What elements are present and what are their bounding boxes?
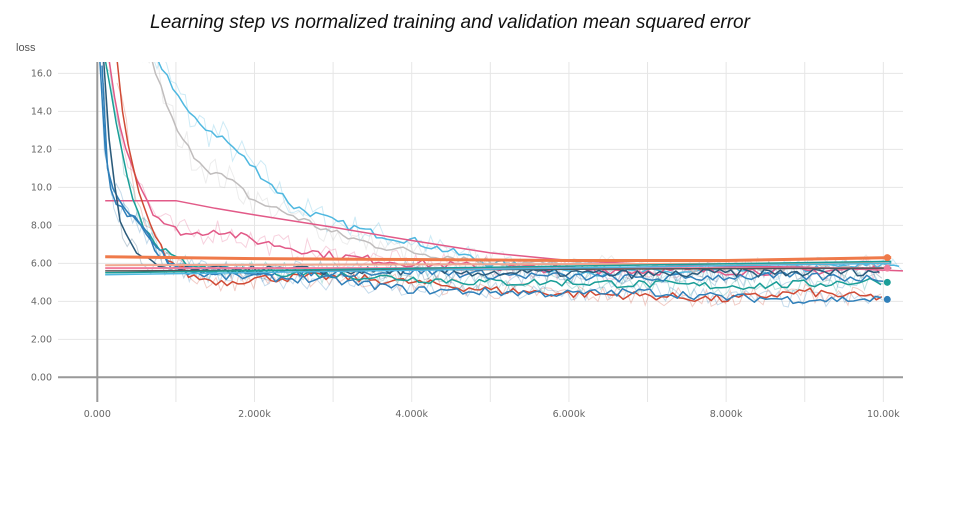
y-axis-label: loss [16, 42, 36, 54]
series-line [108, 62, 880, 276]
y-tick-label: 4.00 [31, 296, 52, 307]
raw-series-trace [109, 62, 884, 283]
series-line [105, 199, 903, 272]
x-tick-label: 8.000k [710, 409, 743, 420]
series-line [105, 262, 892, 276]
y-tick-label: 6.00 [31, 258, 52, 269]
series-line [105, 255, 892, 262]
smoothed-series-lines [99, 62, 903, 305]
y-tick-label: 8.00 [31, 220, 52, 231]
y-tick-label: 10.0 [31, 182, 52, 193]
raw-series-trace [104, 67, 884, 297]
x-tick-label: 6.000k [553, 409, 586, 420]
x-tick-label: 10.00k [867, 409, 900, 420]
y-tick-label: 2.00 [31, 334, 52, 345]
y-tick-label: 0.00 [31, 372, 52, 383]
x-tick-label: 0.000 [84, 409, 111, 420]
series-line [116, 62, 883, 303]
x-tick-label: 2.000k [238, 409, 271, 420]
x-tick-label: 4.000k [395, 409, 428, 420]
y-tick-label: 12.0 [31, 144, 52, 155]
axes [58, 62, 903, 402]
raw-series-trace [142, 62, 903, 285]
tick-labels: 0.00 2.00 4.00 6.00 8.00 10.0 12.0 14.0 16.0 0.00… [31, 68, 900, 420]
grid-lines [58, 62, 903, 402]
series-end-marker [883, 254, 891, 262]
series-end-marker [883, 278, 891, 286]
y-tick-label: 14.0 [31, 106, 52, 117]
series-line [151, 62, 883, 274]
series-line [103, 62, 880, 280]
series-end-markers [883, 254, 891, 303]
series-end-marker [883, 264, 891, 272]
raw-series-trace [99, 62, 883, 308]
chart-title: Learning step vs normalized training and… [150, 12, 750, 33]
y-tick-label: 16.0 [31, 68, 52, 79]
series-line [99, 62, 882, 305]
series-line [105, 260, 892, 274]
series-line [157, 62, 900, 277]
series-end-marker [883, 295, 891, 303]
